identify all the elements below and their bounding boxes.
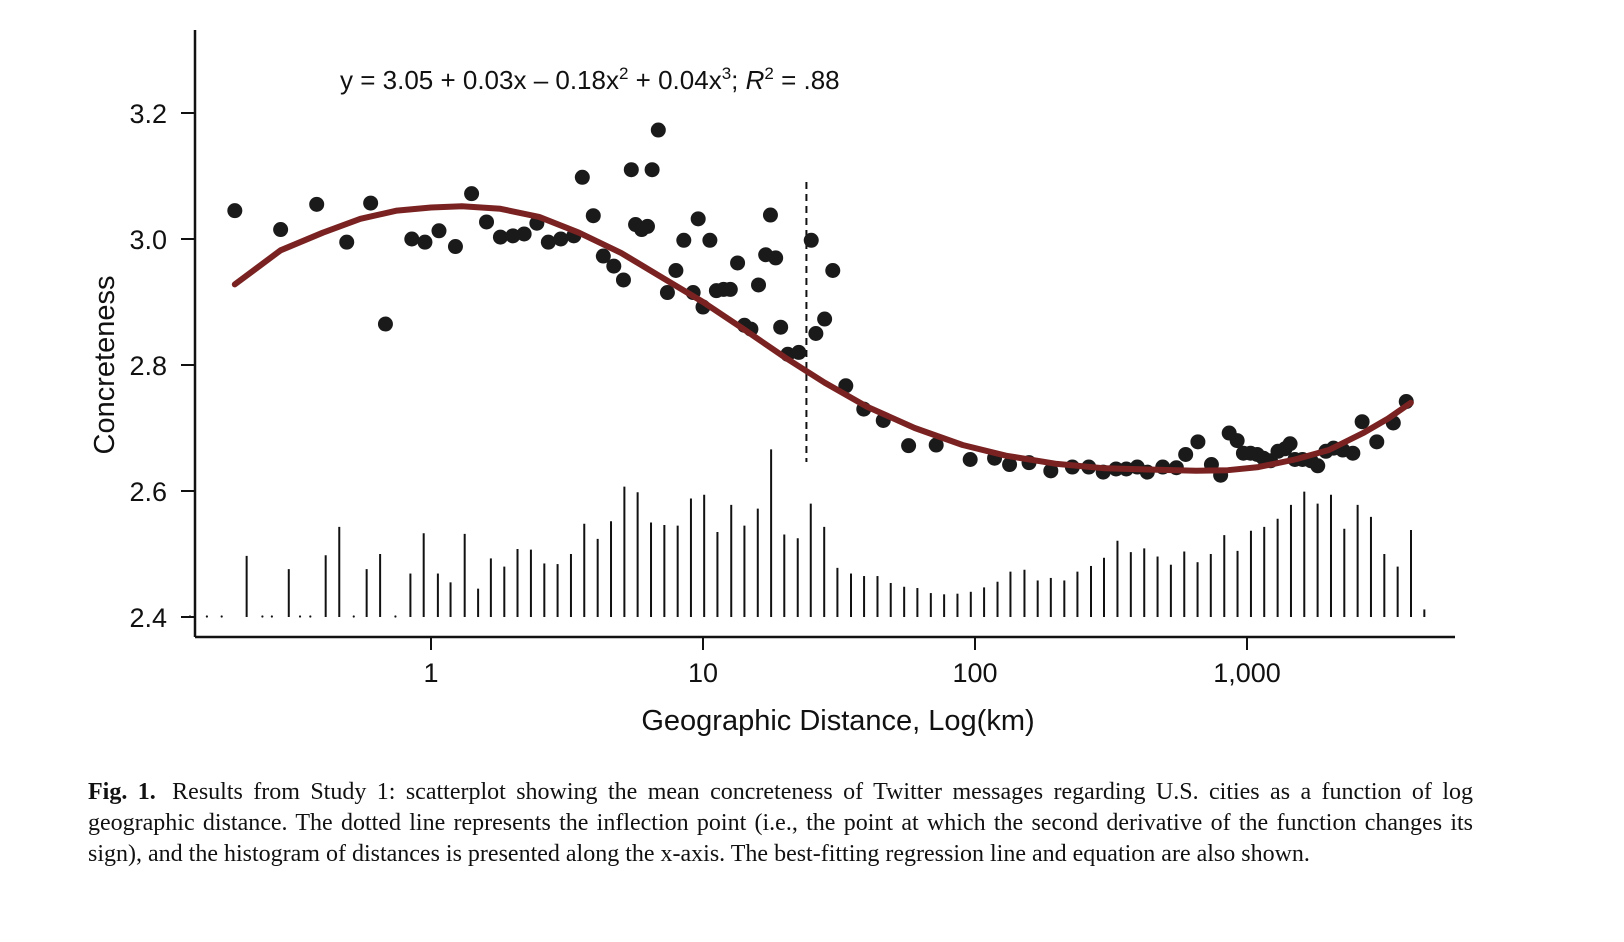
- axes: 2.4 2.6 2.8 3.0 3.2 1 10 100 1,000: [129, 30, 1455, 688]
- x-tick-label: 1,000: [1213, 658, 1281, 688]
- data-point: [623, 162, 639, 178]
- data-point: [1345, 445, 1361, 461]
- figure-caption: Fig. 1. Results from Study 1: scatterplo…: [88, 777, 1473, 870]
- data-point: [676, 232, 692, 248]
- data-point: [730, 255, 746, 271]
- data-point: [227, 203, 243, 219]
- data-point: [768, 250, 784, 266]
- scatter-points: [227, 122, 1414, 483]
- histogram-dot: [270, 615, 273, 618]
- y-tick-label: 3.0: [129, 225, 167, 255]
- data-point: [751, 277, 767, 293]
- histogram-dot: [394, 615, 397, 618]
- data-point: [417, 234, 433, 250]
- data-point: [1190, 434, 1206, 450]
- data-point: [585, 208, 601, 224]
- x-axis-label: Geographic Distance, Log(km): [641, 705, 1034, 737]
- data-point: [431, 223, 447, 239]
- data-point: [1043, 463, 1059, 479]
- histogram-dot: [309, 615, 312, 618]
- histogram-dot: [205, 615, 208, 618]
- data-point: [644, 162, 660, 178]
- data-point: [773, 319, 789, 335]
- data-point: [447, 239, 463, 255]
- data-point: [791, 344, 807, 360]
- data-point: [615, 272, 631, 288]
- equation-part: R: [746, 65, 765, 95]
- data-point: [505, 228, 521, 244]
- data-point: [339, 234, 355, 250]
- data-point: [540, 234, 556, 250]
- equation-part: ;: [731, 65, 745, 95]
- data-point: [825, 263, 841, 278]
- equation-superscript: 2: [764, 64, 773, 83]
- data-point: [659, 285, 675, 301]
- histogram-dot: [261, 615, 264, 618]
- data-point: [377, 316, 393, 332]
- data-point: [962, 452, 978, 467]
- fit-curve-group: [231, 203, 1414, 474]
- data-point: [1229, 433, 1245, 449]
- y-tick-label: 2.6: [129, 477, 167, 507]
- data-point: [363, 195, 379, 211]
- data-point: [1354, 414, 1370, 430]
- data-point: [516, 226, 532, 242]
- data-point: [690, 211, 706, 227]
- y-tick-label: 2.8: [129, 351, 167, 381]
- data-point: [492, 229, 508, 245]
- data-point: [650, 122, 666, 138]
- equation-part: + 0.04x: [628, 65, 721, 95]
- data-point: [273, 222, 289, 238]
- histogram-dot: [352, 615, 355, 618]
- data-point: [803, 232, 819, 248]
- data-point: [901, 438, 917, 454]
- y-axis-label: Concreteness: [89, 276, 121, 455]
- data-point: [928, 437, 944, 453]
- equation-superscript: 2: [619, 64, 628, 83]
- equation-superscript: 3: [722, 64, 731, 83]
- data-point: [702, 232, 718, 248]
- data-point: [1002, 457, 1018, 473]
- fit-curve: [231, 203, 1414, 474]
- data-point: [595, 248, 611, 264]
- caption-text: Results from Study 1: scatterplot showin…: [88, 779, 1474, 867]
- data-point: [464, 186, 480, 202]
- data-point: [668, 263, 684, 278]
- x-tick-label: 10: [688, 658, 718, 688]
- histogram-dot: [298, 615, 302, 618]
- data-point: [1369, 434, 1385, 450]
- histogram-bars: [188, 449, 1426, 618]
- caption-label: Fig. 1.: [88, 779, 156, 805]
- equation-part: = .88: [774, 65, 840, 95]
- data-point: [1310, 458, 1326, 474]
- data-point: [808, 326, 824, 341]
- data-point: [553, 231, 569, 247]
- data-point: [639, 218, 655, 234]
- x-tick-label: 1: [423, 658, 438, 688]
- data-point: [574, 169, 590, 185]
- data-point: [817, 311, 833, 327]
- data-point: [1178, 446, 1194, 462]
- data-point: [1282, 436, 1298, 452]
- y-tick-label: 2.4: [129, 603, 167, 633]
- regression-equation: y = 3.05 + 0.03x – 0.18x2 + 0.04x3; R2 =…: [340, 64, 840, 95]
- data-point: [762, 207, 778, 223]
- data-point: [309, 196, 325, 212]
- histogram-dot: [220, 615, 223, 618]
- data-point: [606, 258, 622, 274]
- scatter-chart: 2.4 2.6 2.8 3.0 3.2 1 10 100 1,000 y = 3.05 + 0.…: [89, 30, 1455, 737]
- data-point: [404, 231, 420, 247]
- x-tick-label: 100: [952, 658, 997, 688]
- data-point: [722, 281, 738, 297]
- data-point: [479, 214, 495, 230]
- equation-part: y = 3.05 + 0.03x – 0.18x: [340, 65, 619, 95]
- y-tick-label: 3.2: [129, 99, 167, 129]
